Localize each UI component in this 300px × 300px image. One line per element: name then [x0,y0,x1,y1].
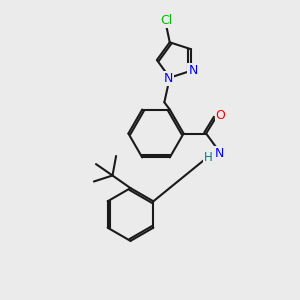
Text: O: O [216,109,225,122]
Text: N: N [214,147,224,160]
Text: N: N [188,64,198,77]
Text: H: H [203,151,212,164]
Text: Cl: Cl [160,14,172,27]
Text: N: N [164,72,173,85]
